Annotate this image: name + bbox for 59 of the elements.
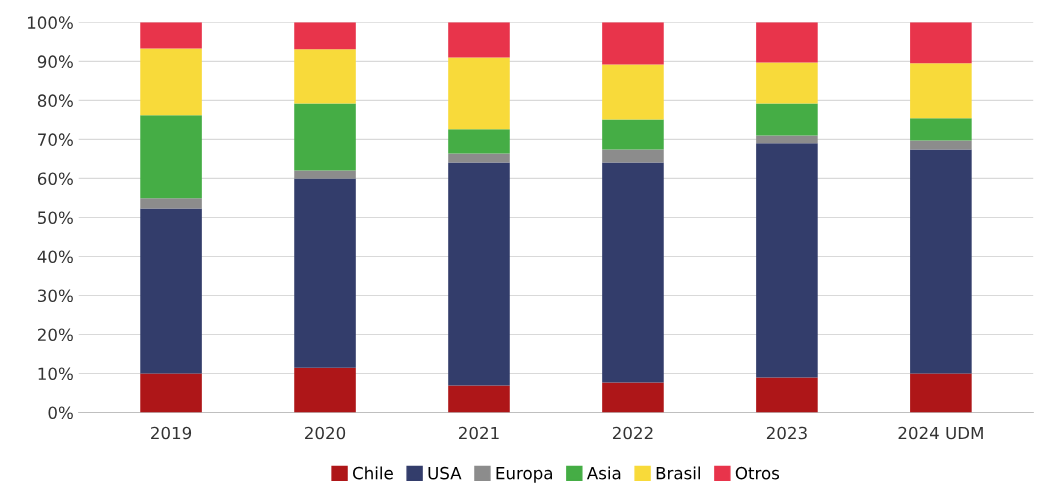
bar (140, 22, 202, 49)
y-tick-label: 50% (38, 211, 73, 225)
legend-label: Asia (586, 466, 621, 480)
bar (140, 198, 202, 209)
bar (140, 208, 202, 374)
y-tick-label: 80% (37, 94, 73, 107)
bar (602, 162, 664, 383)
bar (294, 103, 356, 171)
x-tick-label: 2022 (612, 426, 653, 440)
y-tick-label: 0% (48, 406, 73, 420)
y-tick-label: 90% (37, 55, 73, 68)
y-tick-label: 70% (38, 133, 73, 146)
bar (910, 149, 972, 374)
bar (910, 140, 972, 150)
legend-label: Otros (735, 466, 780, 480)
x-tick-label: 2023 (766, 426, 807, 440)
x-tick-label: 2020 (305, 426, 346, 440)
bar (602, 22, 664, 65)
y-tick-label: 100% (28, 16, 73, 29)
bar (294, 170, 356, 179)
bar (448, 162, 510, 386)
bar (448, 153, 510, 163)
bar (602, 64, 664, 120)
y-tick-label: 60% (37, 172, 73, 185)
bar (756, 135, 818, 144)
legend-label: Chile (353, 466, 393, 480)
legend-label: Brasil (656, 466, 700, 480)
y-tick-label: 40% (37, 250, 73, 264)
bar (140, 115, 202, 199)
y-tick-label: 10% (38, 367, 73, 381)
bar (602, 119, 664, 150)
bar (140, 373, 202, 413)
bar (448, 57, 510, 130)
bar (448, 22, 510, 58)
bar (910, 118, 972, 141)
bar (756, 143, 818, 378)
bar (756, 103, 818, 136)
bar (910, 63, 972, 119)
x-tick-label: 2024 UDM (898, 426, 983, 440)
bar (756, 62, 818, 104)
bar (756, 22, 818, 63)
bar (756, 377, 818, 413)
bar (910, 22, 972, 64)
legend-label: Europa (496, 467, 552, 483)
bar (910, 373, 972, 413)
y-tick-label: 30% (38, 289, 73, 303)
bar (602, 149, 664, 163)
bar (448, 129, 510, 154)
bar (140, 48, 202, 116)
y-tick-label: 20% (37, 328, 73, 342)
x-tick-label: 2021 (459, 426, 499, 440)
bar (602, 382, 664, 413)
bar (294, 178, 356, 368)
x-tick-label: 2019 (151, 426, 192, 440)
bar (294, 22, 356, 50)
legend-label: USA (428, 466, 462, 480)
bar (294, 367, 356, 413)
bar (294, 49, 356, 104)
bar (448, 385, 510, 413)
